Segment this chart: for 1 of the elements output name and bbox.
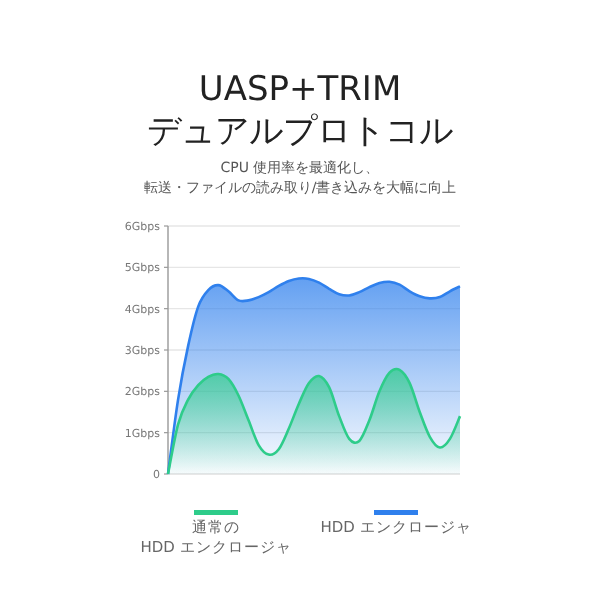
chart-title: UASP+TRIM デュアルプロトコル [147,70,453,152]
